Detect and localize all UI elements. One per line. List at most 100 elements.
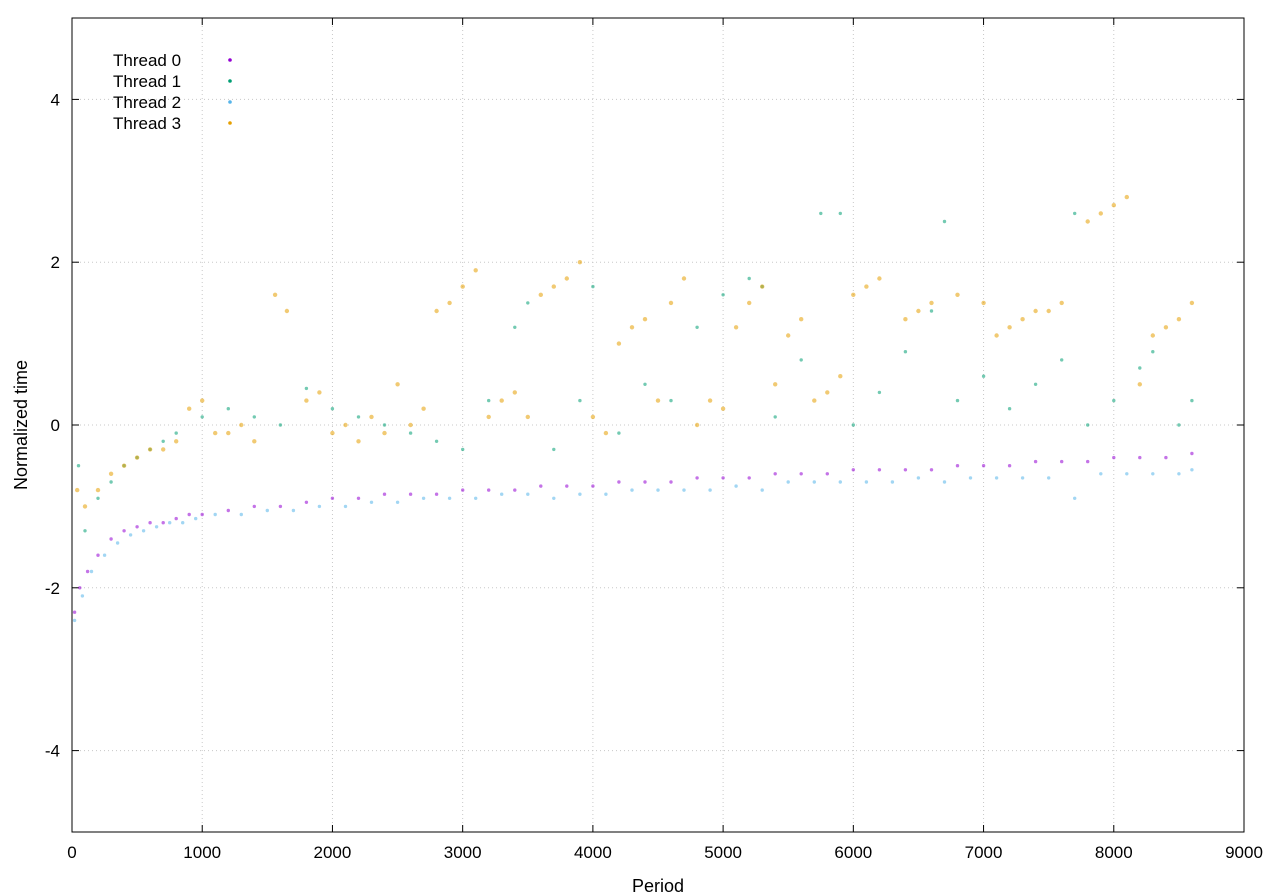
- data-point: [1111, 203, 1117, 208]
- data-point: [168, 521, 172, 525]
- data-point: [226, 407, 230, 411]
- data-point: [148, 521, 152, 525]
- data-point: [721, 476, 725, 480]
- data-point: [617, 431, 621, 435]
- data-point: [539, 484, 543, 488]
- data-point: [447, 300, 452, 306]
- data-point: [1177, 472, 1181, 476]
- data-point: [616, 341, 622, 346]
- x-tick-label: 8000: [1095, 843, 1133, 862]
- data-point: [591, 484, 595, 488]
- data-point: [1020, 476, 1025, 480]
- data-point: [317, 504, 322, 509]
- data-point: [78, 586, 82, 590]
- data-point: [226, 430, 231, 436]
- data-point: [1138, 455, 1142, 460]
- axis-ticks: 0 1000 2000 3000 4000 5000 6000 7000 8000 9000 -4 -…: [45, 18, 1263, 862]
- data-point: [239, 422, 244, 428]
- data-point: [265, 508, 269, 513]
- legend-entry-label: Thread 1: [113, 72, 181, 91]
- data-point: [890, 480, 895, 484]
- data-point: [590, 414, 596, 420]
- data-point: [1124, 194, 1130, 200]
- data-point: [565, 484, 569, 488]
- data-point: [343, 422, 348, 428]
- data-point: [461, 488, 465, 492]
- data-point: [799, 358, 803, 362]
- data-point: [161, 447, 166, 452]
- data-point: [434, 439, 439, 443]
- series-0: [72, 451, 1194, 614]
- data-point: [1007, 407, 1012, 411]
- data-point: [877, 276, 882, 281]
- data-point: [916, 308, 921, 314]
- data-point: [395, 500, 400, 504]
- data-point: [552, 447, 556, 452]
- data-point: [1190, 468, 1194, 472]
- data-point: [786, 333, 791, 338]
- data-point: [161, 521, 165, 525]
- data-point: [95, 487, 101, 493]
- data-point: [799, 472, 803, 476]
- data-point: [603, 430, 609, 436]
- data-point: [1033, 459, 1038, 464]
- data-point: [134, 455, 140, 460]
- data-point: [591, 284, 595, 289]
- data-point: [1020, 317, 1025, 322]
- data-point: [825, 472, 829, 476]
- data-point: [356, 496, 361, 500]
- data-point: [825, 390, 830, 395]
- data-point: [395, 382, 400, 387]
- data-point: [577, 260, 583, 265]
- data-point: [1033, 308, 1038, 314]
- data-point: [80, 594, 85, 598]
- data-point: [695, 476, 699, 480]
- data-point: [330, 430, 335, 436]
- data-point: [200, 415, 204, 419]
- data-point: [916, 476, 921, 480]
- series-3: [75, 194, 1195, 509]
- data-point: [1060, 358, 1064, 362]
- data-point: [1086, 459, 1090, 464]
- data-point: [929, 309, 934, 313]
- x-tick-label: 2000: [314, 843, 352, 862]
- data-point: [128, 533, 133, 537]
- data-point: [304, 398, 309, 403]
- data-point: [226, 508, 230, 513]
- data-point: [812, 480, 816, 484]
- data-point: [487, 488, 491, 492]
- data-point: [434, 492, 439, 496]
- x-tick-label: 0: [67, 843, 76, 862]
- data-point: [272, 292, 278, 297]
- data-point: [526, 301, 530, 305]
- data-point: [720, 406, 726, 411]
- data-point: [1073, 496, 1077, 500]
- data-point: [109, 480, 113, 484]
- data-point: [1085, 219, 1090, 224]
- data-point: [213, 512, 217, 517]
- data-point: [304, 500, 309, 504]
- data-point: [1086, 423, 1090, 427]
- data-point: [877, 390, 882, 395]
- data-point: [1060, 459, 1064, 464]
- data-point: [200, 398, 205, 403]
- data-point: [1177, 423, 1181, 427]
- data-point: [721, 293, 725, 297]
- data-point: [694, 422, 700, 428]
- data-point: [513, 488, 517, 492]
- data-point: [174, 431, 178, 435]
- data-point: [408, 492, 413, 496]
- data-point: [812, 398, 817, 403]
- data-point: [1190, 451, 1194, 456]
- data-point: [851, 292, 856, 297]
- legend-marker: [228, 121, 232, 125]
- data-point: [83, 529, 87, 533]
- data-point: [154, 525, 159, 529]
- data-point: [121, 463, 127, 468]
- data-point: [643, 480, 647, 484]
- data-point: [864, 480, 869, 484]
- data-point: [681, 276, 687, 281]
- series-1: [76, 211, 1194, 533]
- y-tick-label: 4: [51, 90, 60, 109]
